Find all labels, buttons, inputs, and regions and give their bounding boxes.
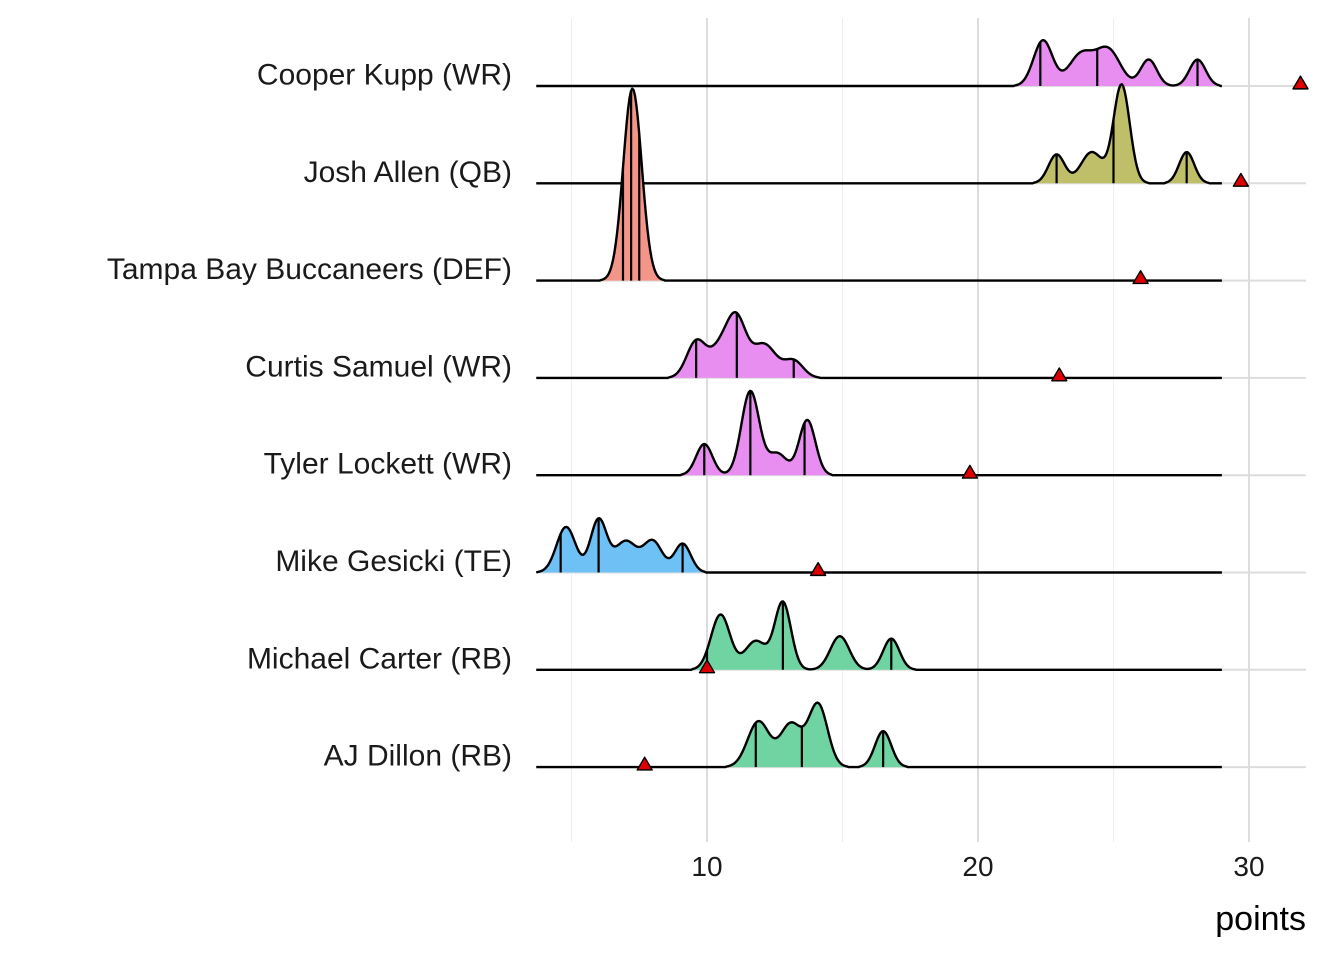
- ridge-row: [536, 310, 1222, 382]
- actual-points-marker: [809, 561, 827, 577]
- actual-points-marker: [636, 756, 653, 771]
- y-label: Tyler Lockett (WR): [264, 448, 512, 481]
- vertical-gridlines: [571, 18, 1250, 842]
- actual-points-marker: [1292, 75, 1309, 90]
- y-axis-labels: Cooper Kupp (WR) Josh Allen (QB) Tampa Bay…: [107, 59, 512, 773]
- ridge-outline: [536, 600, 1222, 671]
- x-axis-title: points: [1215, 900, 1306, 938]
- y-label: Curtis Samuel (WR): [245, 350, 512, 383]
- ridge-outline: [536, 310, 1222, 380]
- ridge-row: [536, 389, 1222, 479]
- ridge-fill: [536, 518, 1222, 573]
- ridge-outline: [535, 517, 1222, 574]
- ridge-row: [536, 701, 1222, 771]
- ridge-row: [535, 517, 1222, 577]
- actual-points-marker: [1051, 367, 1068, 382]
- ridge-outline: [536, 39, 1222, 88]
- ridge-outline: [536, 83, 1222, 185]
- ridge-fill: [536, 312, 1222, 378]
- ridge-fill: [536, 702, 1222, 768]
- y-label: Tampa Bay Buccaneers (DEF): [107, 253, 512, 286]
- x-axis-tick-labels: 10 20 30: [691, 851, 1264, 882]
- actual-points-marker: [1232, 172, 1250, 187]
- y-label: AJ Dillon (RB): [324, 740, 512, 773]
- x-tick-label: 30: [1233, 851, 1264, 882]
- actual-points-marker: [961, 464, 979, 479]
- horizontal-gridlines: [536, 85, 1306, 769]
- x-tick-label: 20: [962, 851, 993, 882]
- ridge-outline: [536, 87, 1222, 282]
- ridge-row: [536, 83, 1250, 187]
- x-tick-label: 10: [691, 851, 722, 882]
- ridges: [535, 39, 1309, 771]
- ridge-fill: [536, 390, 1222, 476]
- actual-points-marker: [698, 659, 716, 674]
- y-label: Josh Allen (QB): [304, 156, 512, 189]
- y-label: Mike Gesicki (TE): [275, 545, 512, 578]
- ridge-row: [536, 39, 1309, 90]
- y-label: Michael Carter (RB): [247, 642, 512, 675]
- ridge-outline: [536, 389, 1222, 477]
- ridge-row: [536, 600, 1222, 674]
- y-label: Cooper Kupp (WR): [257, 59, 512, 92]
- ridge-row: [536, 87, 1222, 285]
- actual-points-marker: [1132, 270, 1149, 285]
